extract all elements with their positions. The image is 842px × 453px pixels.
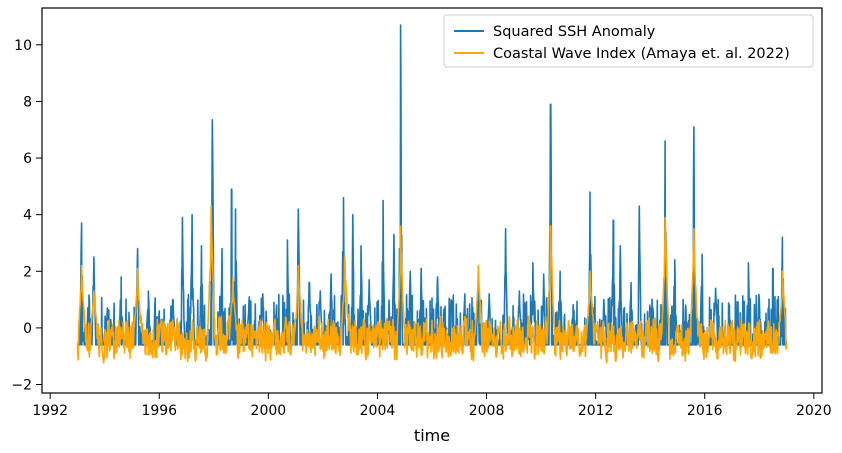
x-tick-label: 2012 xyxy=(578,403,614,419)
x-axis-title: time xyxy=(414,426,450,445)
series-line-cwi xyxy=(76,205,788,364)
plot-area xyxy=(76,24,788,364)
y-tick-label: 10 xyxy=(14,38,32,54)
plot-frame xyxy=(41,7,823,394)
series-line-ssh xyxy=(76,24,788,346)
x-tick-label: 2008 xyxy=(469,403,505,419)
x-tick-label: 1996 xyxy=(141,403,177,419)
y-tick-label: 2 xyxy=(23,264,32,280)
y-tick-label: 0 xyxy=(23,321,32,337)
legend-box xyxy=(443,14,814,68)
x-tick-label: 2016 xyxy=(687,403,723,419)
y-tick-label: 4 xyxy=(23,208,32,224)
y-tick-label: 8 xyxy=(23,94,32,110)
x-tick-label: 2000 xyxy=(251,403,287,419)
y-tick-label: −2 xyxy=(11,378,32,394)
legend-label-cwi: Coastal Wave Index (Amaya et. al. 2022) xyxy=(493,46,790,62)
x-tick-label: 2020 xyxy=(796,403,832,419)
x-tick-label: 1992 xyxy=(32,403,68,419)
y-tick-label: 6 xyxy=(23,151,32,167)
x-axis: 1992 1996 2000 2004 2008 2012 2016 2020 xyxy=(32,393,832,419)
y-axis: −2 0 2 4 6 8 10 xyxy=(11,38,42,394)
x-tick-label: 2004 xyxy=(360,403,396,419)
legend: Squared SSH Anomaly Coastal Wave Index (… xyxy=(443,14,814,68)
legend-label-ssh: Squared SSH Anomaly xyxy=(493,24,656,40)
